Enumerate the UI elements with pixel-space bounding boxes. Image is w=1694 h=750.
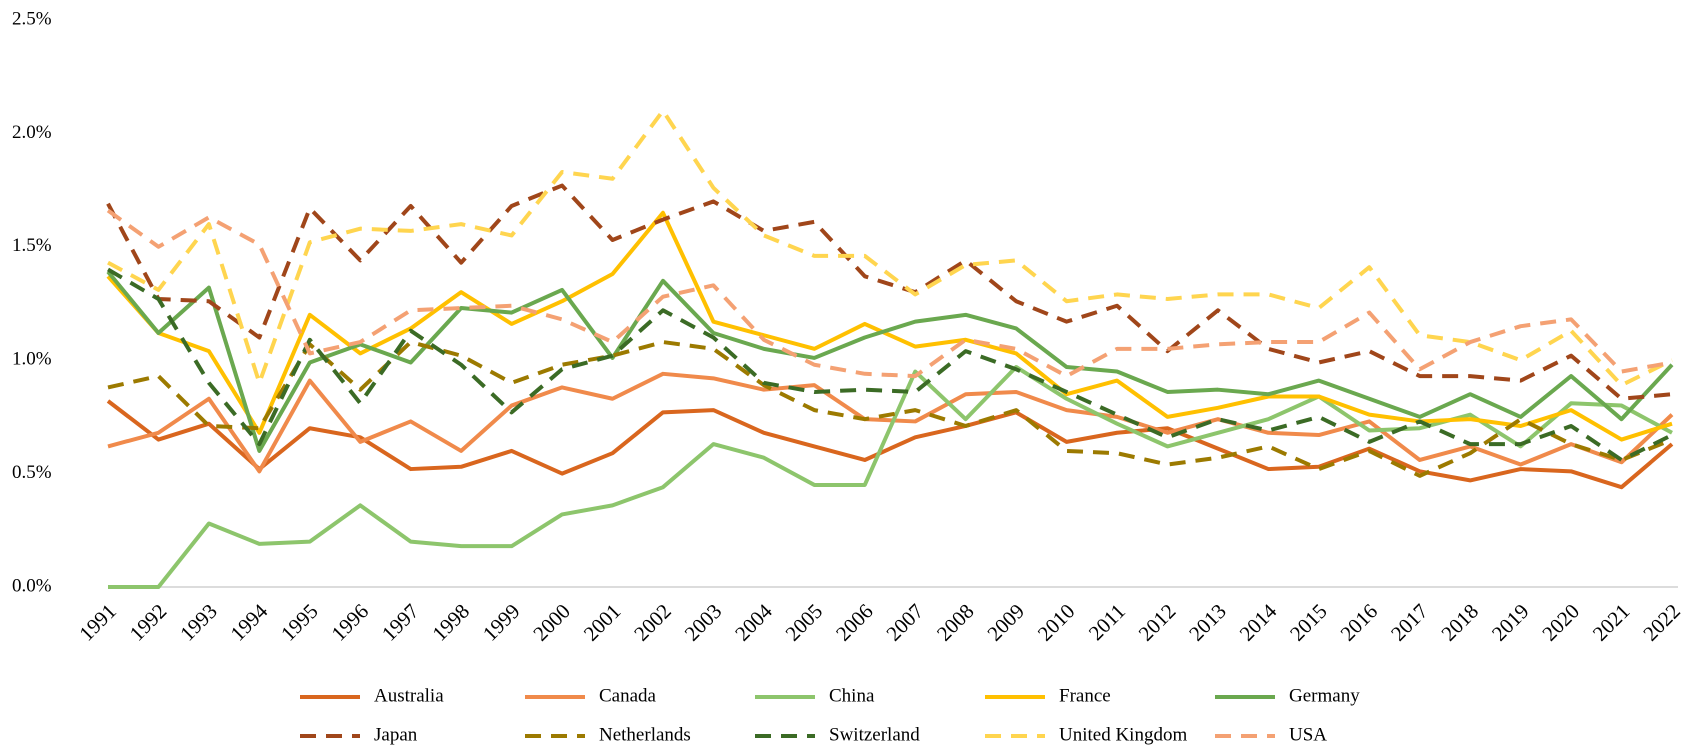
series-line: [107, 108, 1673, 388]
x-tick-label: 2022: [1638, 599, 1685, 646]
legend-label: China: [829, 685, 875, 706]
x-tick-label: 2004: [730, 599, 777, 646]
x-tick-label: 2012: [1134, 599, 1181, 646]
legend-label: Australia: [374, 685, 444, 706]
y-tick-label: 1.0%: [12, 349, 52, 370]
y-tick-label: 0.5%: [12, 462, 52, 483]
x-tick-label: 2010: [1033, 599, 1080, 646]
x-tick-label: 1993: [175, 599, 222, 646]
x-tick-label: 1996: [327, 599, 374, 646]
x-tick-label: 2011: [1084, 599, 1130, 645]
y-tick-label: 0.0%: [12, 575, 52, 596]
x-tick-label: 2000: [528, 599, 575, 646]
x-tick-label: 2015: [1285, 599, 1332, 646]
x-tick-label: 2021: [1588, 599, 1635, 646]
x-tick-label: 2006: [831, 599, 878, 646]
x-tick-label: 2016: [1336, 599, 1383, 646]
x-tick-label: 1998: [427, 599, 474, 646]
x-tick-label: 1999: [478, 599, 525, 646]
legend-label: Canada: [599, 685, 657, 706]
x-tick-label: 2017: [1386, 599, 1433, 646]
series-line: [106, 270, 1674, 453]
x-tick-label: 1992: [125, 599, 172, 646]
x-tick-label: 2008: [932, 599, 979, 646]
series-line: [106, 267, 1673, 462]
x-tick-label: 2018: [1436, 599, 1483, 646]
x-tick-label: 2013: [1184, 599, 1231, 646]
series-line: [107, 340, 1673, 478]
legend-label: France: [1059, 685, 1111, 706]
x-tick-label: 2014: [1235, 599, 1282, 646]
x-tick-label: 1991: [74, 599, 121, 646]
x-tick-label: 2009: [982, 599, 1029, 646]
x-tick-label: 1995: [276, 599, 323, 646]
legend-label: USA: [1289, 724, 1327, 745]
x-tick-label: 2001: [579, 599, 626, 646]
legend-label: Switzerland: [829, 724, 920, 745]
legend-label: Germany: [1289, 685, 1360, 706]
y-tick-label: 2.5%: [12, 8, 52, 29]
legend-label: Netherlands: [599, 724, 691, 745]
series-line: [107, 371, 1674, 474]
series-line: [106, 399, 1674, 490]
x-tick-label: 1997: [377, 599, 424, 646]
series-line: [106, 208, 1673, 379]
x-tick-label: 2003: [680, 599, 727, 646]
legend-label: Japan: [374, 724, 418, 745]
x-tick-label: 2005: [781, 599, 828, 646]
series-line: [108, 365, 1673, 589]
legend-label: United Kingdom: [1059, 724, 1187, 745]
x-tick-label: 2007: [881, 599, 928, 646]
x-tick-label: 2020: [1537, 599, 1584, 646]
series-line: [106, 183, 1673, 401]
x-tick-label: 2002: [629, 599, 676, 646]
x-tick-label: 1994: [226, 599, 273, 646]
x-tick-label: 2019: [1487, 599, 1534, 646]
y-tick-label: 1.5%: [12, 235, 52, 256]
y-tick-label: 2.0%: [12, 122, 52, 143]
series-line: [106, 210, 1673, 442]
